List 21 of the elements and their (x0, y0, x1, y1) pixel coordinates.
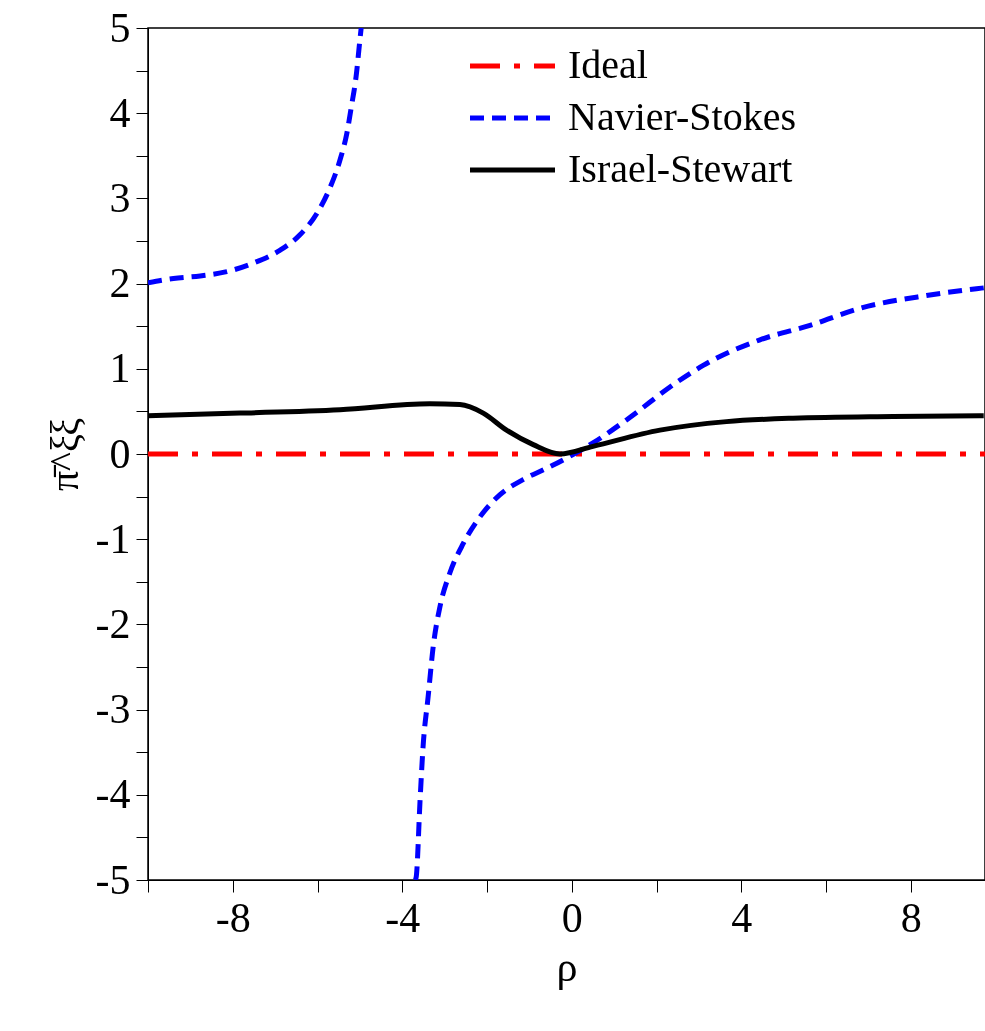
x-tick-label: 8 (900, 894, 922, 941)
y-tick-label: 5 (109, 4, 131, 51)
x-tick-label: -8 (215, 894, 251, 941)
legend-label: Ideal (568, 42, 648, 87)
y-tick-label: -3 (95, 686, 131, 733)
y-tick-label: 4 (109, 89, 131, 136)
x-tick-label: -4 (385, 894, 421, 941)
y-tick-label: -4 (95, 771, 131, 818)
y-tick-label: 1 (109, 345, 131, 392)
x-tick-label: 4 (731, 894, 753, 941)
x-axis-title: ρ (556, 943, 578, 990)
legend-label: Navier-Stokes (568, 94, 797, 139)
y-tick-label: 0 (109, 430, 131, 477)
y-tick-label: -2 (95, 600, 131, 647)
y-tick-label: 2 (109, 260, 131, 307)
y-tick-label: -5 (95, 856, 131, 903)
legend-label: Israel-Stewart (568, 146, 793, 191)
y-tick-label: 3 (109, 174, 131, 221)
y-axis-title: π̄^ξξ (41, 417, 87, 492)
x-tick-label: 0 (561, 894, 583, 941)
y-tick-label: -1 (95, 515, 131, 562)
